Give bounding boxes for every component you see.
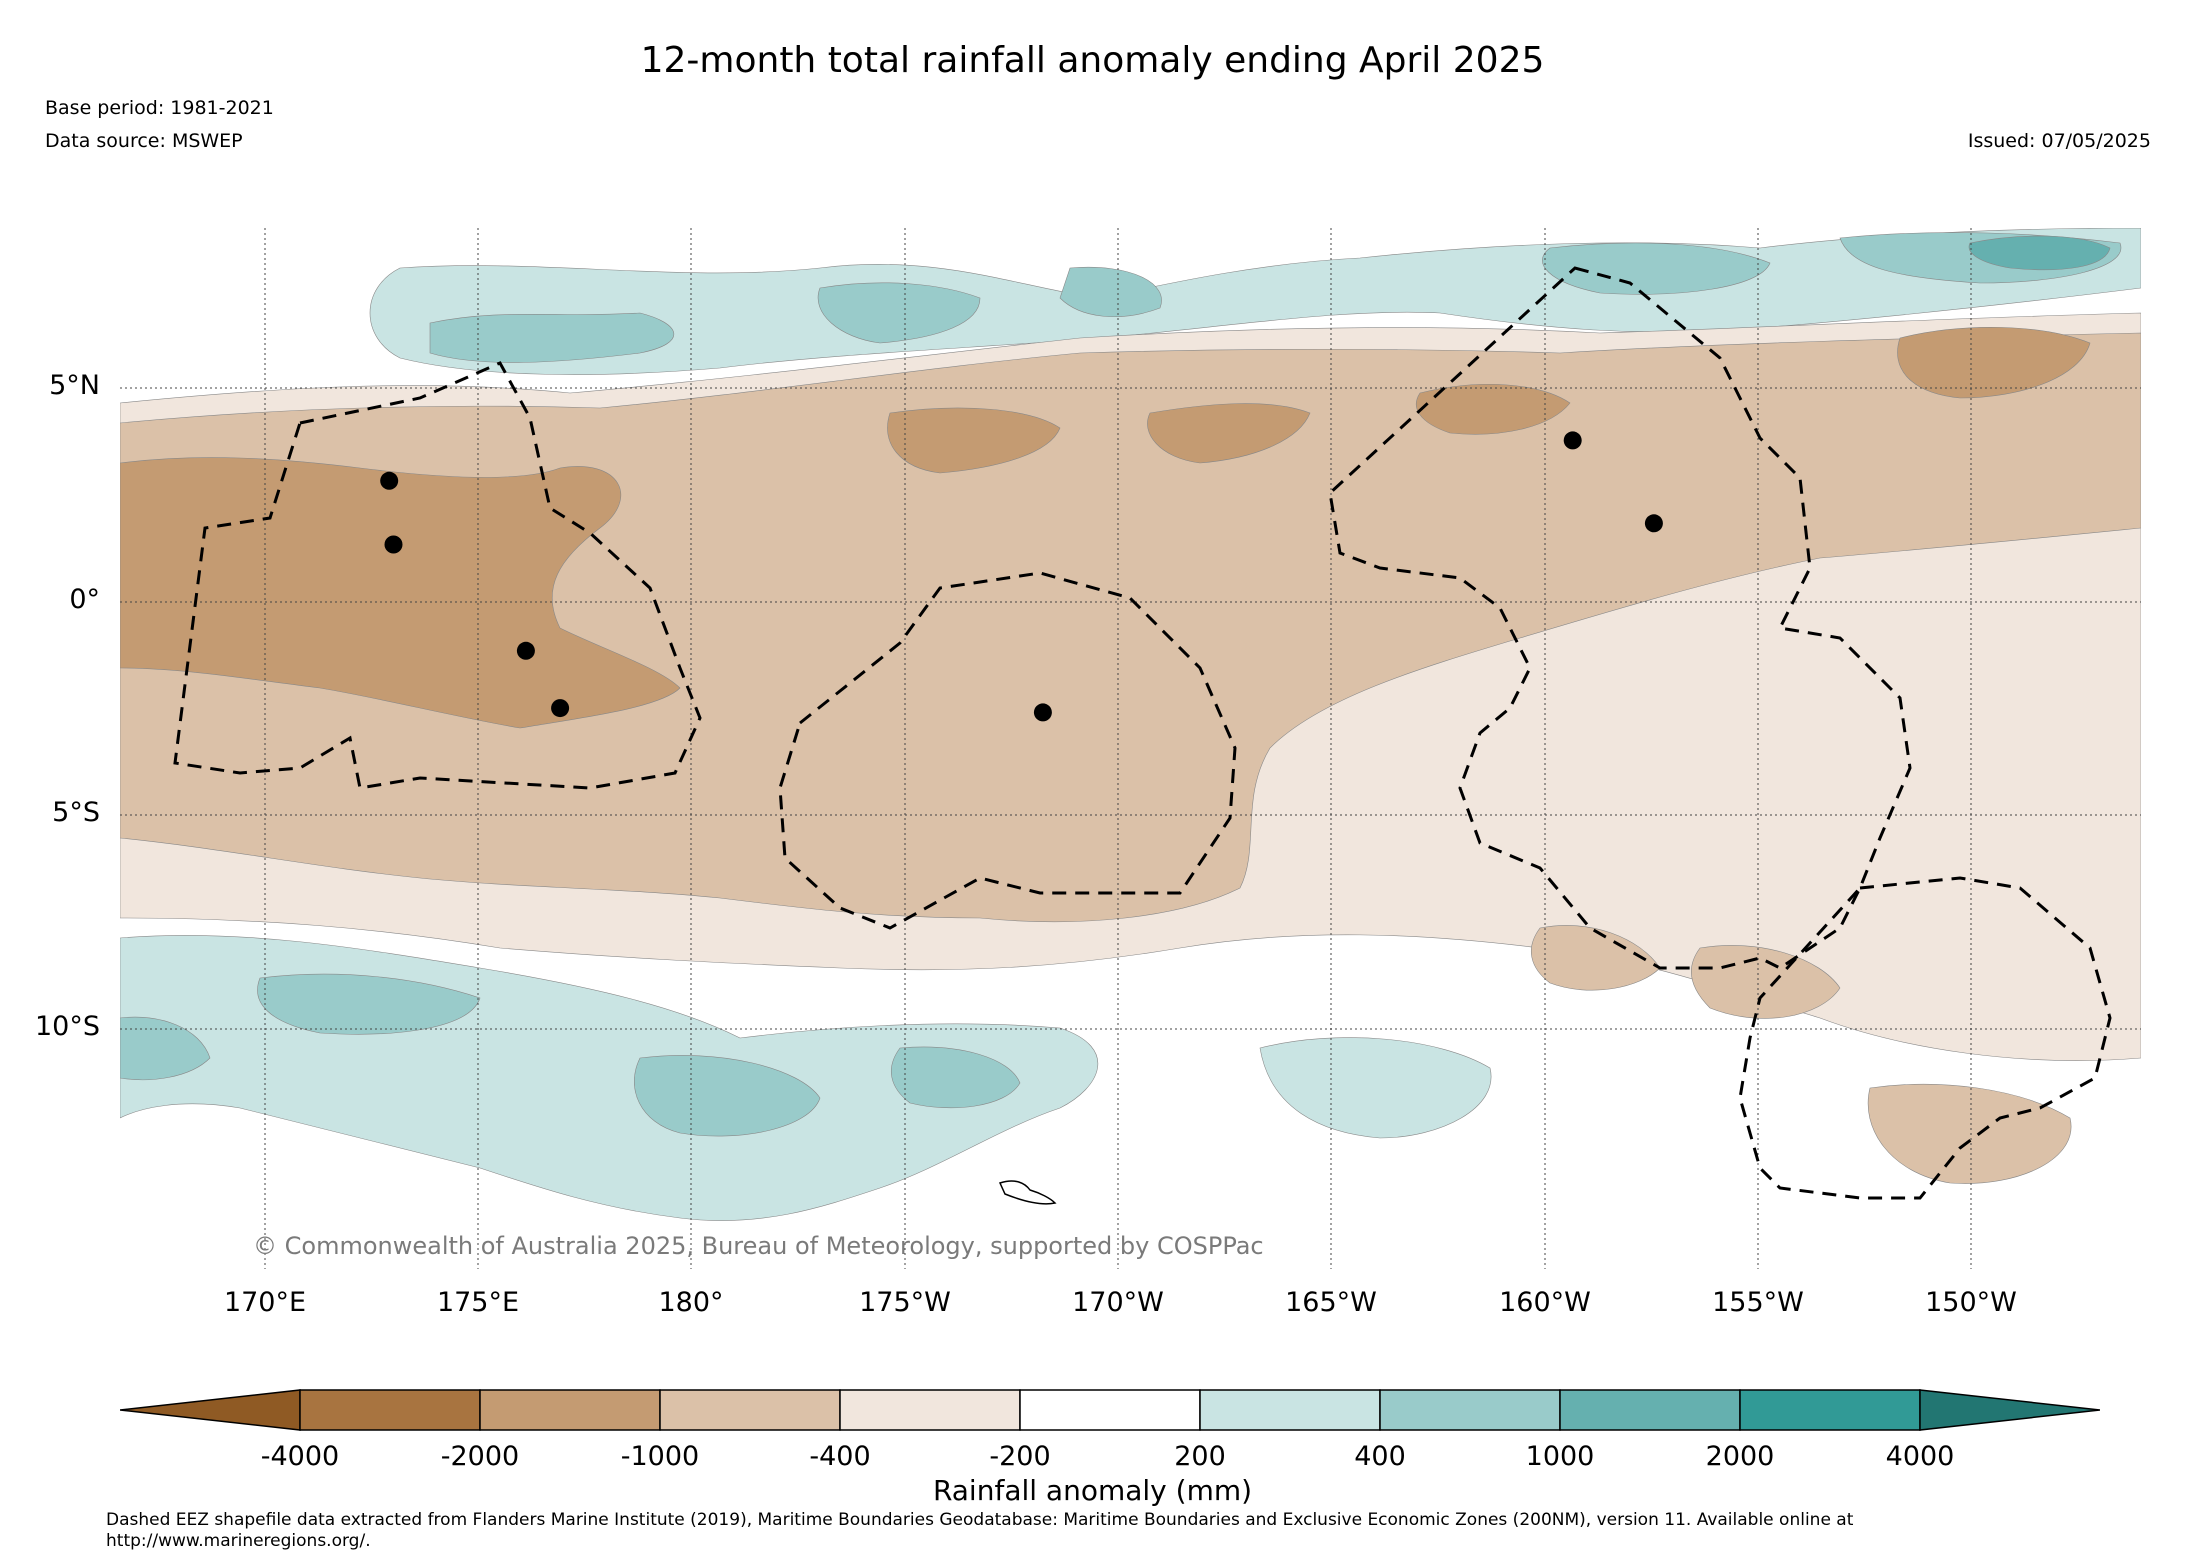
issued-date: Issued: 07/05/2025 xyxy=(1967,130,2151,152)
station-marker-6 xyxy=(1563,431,1582,450)
lat-label-10s: 10°S xyxy=(35,1011,100,1042)
station-marker-4 xyxy=(551,699,570,718)
footnote: Dashed EEZ shapefile data extracted from… xyxy=(106,1510,1854,1551)
eez-kiribati-gilberts xyxy=(173,361,702,790)
lat-label-5s: 5°S xyxy=(52,797,100,828)
station-marker-1 xyxy=(380,471,399,490)
colorbar xyxy=(120,1389,2100,1431)
colorbar-bin-8 xyxy=(1559,1389,1741,1431)
colorbar-bin-5 xyxy=(1019,1389,1201,1431)
lon-label-160w: 160°W xyxy=(1499,1287,1591,1318)
station-markers xyxy=(380,431,1663,722)
colorbar-label-neg200: -200 xyxy=(989,1441,1051,1472)
lon-label-170w: 170°W xyxy=(1072,1287,1164,1318)
eez-kiribati-line xyxy=(1328,266,1912,970)
colorbar-bin-9 xyxy=(1739,1389,1921,1431)
eez-boundaries xyxy=(173,266,2112,1200)
copyright-notice: © Commonwealth of Australia 2025, Bureau… xyxy=(253,1232,1264,1260)
colorbar-bin-2 xyxy=(479,1389,661,1431)
colorbar-label-200: 200 xyxy=(1174,1441,1226,1472)
dry-band-strong xyxy=(120,327,2091,729)
lon-label-170e: 170°E xyxy=(223,1287,307,1318)
colorbar-bin-1 xyxy=(299,1389,481,1431)
wet-band-north-inner xyxy=(429,232,2122,363)
lon-label-150w: 150°W xyxy=(1925,1287,2017,1318)
station-marker-3 xyxy=(516,641,535,660)
colorbar-label-neg1000: -1000 xyxy=(620,1441,700,1472)
dry-band-moderate xyxy=(120,332,2141,923)
rainfall-anomaly-map xyxy=(120,228,2141,1269)
station-marker-2 xyxy=(384,535,403,554)
colorbar-label-neg2000: -2000 xyxy=(440,1441,520,1472)
colorbar-bin-6 xyxy=(1199,1389,1381,1431)
lat-label-5n: 5°N xyxy=(49,370,100,401)
lon-label-180: 180° xyxy=(658,1287,724,1318)
station-marker-5 xyxy=(1033,703,1052,722)
data-source-note: Data source: MSWEP xyxy=(45,130,243,152)
map-title: 12-month total rainfall anomaly ending A… xyxy=(640,40,1545,81)
colorbar-label-4000: 4000 xyxy=(1885,1441,1955,1472)
gridlines xyxy=(120,228,2141,1269)
colorbar-bin-3 xyxy=(659,1389,841,1431)
wet-band-north-peak xyxy=(1968,235,2111,271)
lon-label-175e: 175°E xyxy=(436,1287,520,1318)
lon-label-155w: 155°W xyxy=(1712,1287,1804,1318)
lat-label-0: 0° xyxy=(69,584,100,615)
station-marker-7 xyxy=(1644,514,1663,533)
colorbar-label-1000: 1000 xyxy=(1525,1441,1595,1472)
colorbar-bin-4 xyxy=(839,1389,1021,1431)
colorbar-label-2000: 2000 xyxy=(1705,1441,1775,1472)
eez-cook-islands xyxy=(1738,876,2112,1200)
colorbar-extend-high xyxy=(1919,1389,2100,1431)
colorbar-label-400: 400 xyxy=(1354,1441,1406,1472)
base-period-note: Base period: 1981-2021 xyxy=(45,97,274,119)
lon-label-165w: 165°W xyxy=(1285,1287,1377,1318)
wet-band-south-inner xyxy=(120,973,1021,1137)
colorbar-bin-7 xyxy=(1379,1389,1561,1431)
colorbar-label-neg4000: -4000 xyxy=(260,1441,340,1472)
colorbar-title: Rainfall anomaly (mm) xyxy=(932,1474,1253,1507)
dry-patches-south xyxy=(1531,925,2072,1184)
colorbar-label-neg400: -400 xyxy=(809,1441,871,1472)
eez-kiribati-phoenix xyxy=(778,571,1237,930)
samoa-island xyxy=(998,1180,1057,1205)
lon-label-175w: 175°W xyxy=(859,1287,951,1318)
colorbar-extend-low xyxy=(120,1389,301,1431)
